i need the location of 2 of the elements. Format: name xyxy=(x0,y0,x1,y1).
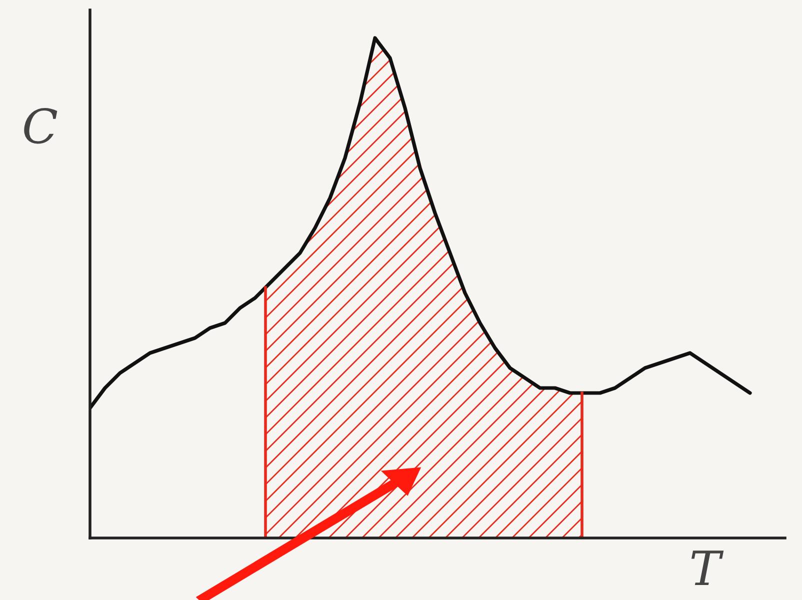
y-axis-title: C xyxy=(24,108,58,144)
x-axis-title: T xyxy=(691,550,724,586)
